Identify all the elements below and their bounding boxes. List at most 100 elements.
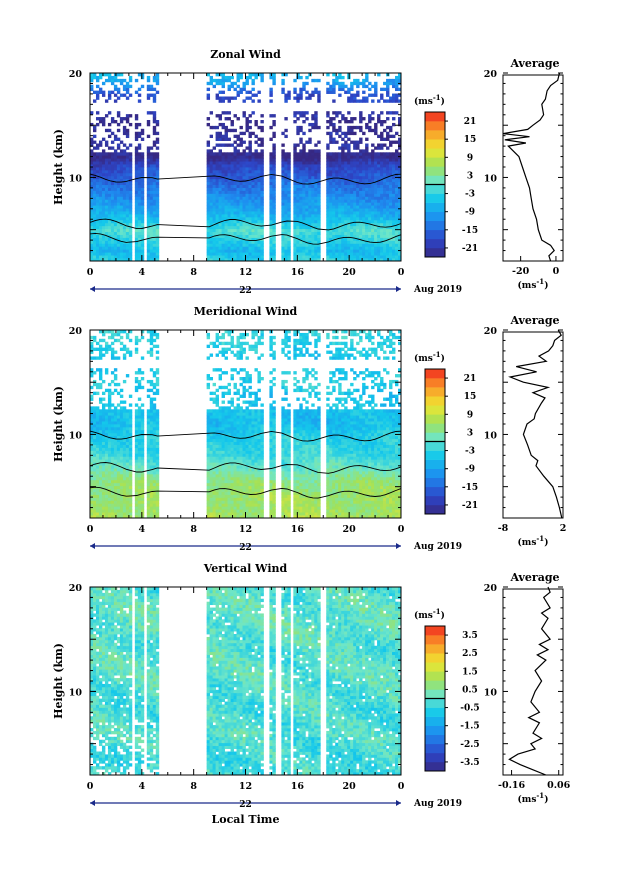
average-x-tick: 0 xyxy=(553,266,560,277)
colorbar-step xyxy=(425,229,445,240)
average-line xyxy=(502,72,561,262)
colorbar-tick-label: 9 xyxy=(467,410,473,420)
x-tick-label: 20 xyxy=(343,524,357,535)
average-unit: (ms-1) xyxy=(518,791,549,805)
colorbar-step xyxy=(425,175,445,185)
colorbar-step xyxy=(425,157,445,167)
colorbar-step xyxy=(425,662,445,672)
colorbar-step xyxy=(425,432,445,442)
colorbar-tick-label: -3 xyxy=(465,190,475,200)
average-title: Average xyxy=(509,57,559,70)
y-axis-label: Height (km) xyxy=(52,643,65,719)
colorbar-step xyxy=(425,635,445,645)
colorbar-step xyxy=(425,689,445,699)
y-tick-label: 10 xyxy=(69,430,83,441)
panel-zonal: Zonal Wind 0 4 8 12 16 20 0 20 10 Height (km) 22 Aug… xyxy=(52,48,564,296)
colorbar-step xyxy=(425,202,445,212)
colorbar-step xyxy=(425,752,445,763)
colorbar-step xyxy=(425,707,445,717)
average-y-tick: 20 xyxy=(484,326,498,337)
average-x-tick: -0.16 xyxy=(498,780,525,791)
y-tick-label: 20 xyxy=(69,583,83,594)
x-tick-label: 16 xyxy=(291,524,305,535)
colorbar-step xyxy=(425,184,445,194)
x-tick-label: 16 xyxy=(291,267,305,278)
colorbar-tick-label: -21 xyxy=(462,244,478,254)
colorbar-step xyxy=(425,477,445,488)
average-profile: Average 20 10 -20 0 (ms-1) xyxy=(484,57,564,291)
average-frame xyxy=(502,74,564,262)
x-axis-label: Local Time xyxy=(212,813,280,826)
colorbar-step xyxy=(425,743,445,754)
colorbar-unit: (ms-1) xyxy=(414,93,445,107)
contour-line xyxy=(89,232,402,245)
average-x-tick: -20 xyxy=(512,266,530,277)
colorbar-step xyxy=(425,378,445,388)
heatmap-cells xyxy=(90,587,402,776)
average-profile: Average 20 10 -8 2 (ms-1) xyxy=(484,314,567,548)
colorbar-unit: (ms-1) xyxy=(414,607,445,621)
panel-title: Vertical Wind xyxy=(203,562,288,575)
x-tick-label: 4 xyxy=(139,267,146,278)
average-title: Average xyxy=(509,571,559,584)
date-suffix: Aug 2019 xyxy=(413,285,462,295)
colorbar-step xyxy=(425,220,445,231)
colorbar-step xyxy=(425,405,445,415)
average-unit: (ms-1) xyxy=(518,534,549,548)
colorbar-step xyxy=(425,238,445,249)
average-x-tick: 0.06 xyxy=(547,780,571,791)
contour-line xyxy=(89,486,402,499)
colorbar-step xyxy=(425,166,445,176)
colorbar-tick-label: -9 xyxy=(465,208,475,218)
colorbar-step xyxy=(425,698,445,708)
contour-line xyxy=(89,218,402,231)
x-tick-label: 4 xyxy=(139,781,146,792)
x-tick-label: 0 xyxy=(87,524,94,535)
x-tick-label: 0 xyxy=(398,781,405,792)
x-tick-label: 20 xyxy=(343,781,357,792)
x-tick-label: 12 xyxy=(239,267,252,278)
x-tick-label: 0 xyxy=(398,524,405,535)
date-label: 22 xyxy=(239,800,252,810)
colorbar-tick-label: -1.5 xyxy=(460,722,479,732)
colorbar-step xyxy=(425,211,445,222)
colorbar-step xyxy=(425,148,445,158)
y-tick-label: 20 xyxy=(69,69,83,80)
y-tick-label: 10 xyxy=(69,687,83,698)
colorbar-tick-label: 21 xyxy=(464,374,477,384)
colorbar-step xyxy=(425,504,445,515)
average-title: Average xyxy=(509,314,559,327)
date-suffix: Aug 2019 xyxy=(413,799,462,809)
average-y-tick: 10 xyxy=(484,687,498,698)
y-tick-label: 20 xyxy=(69,326,83,337)
colorbar-tick-label: 1.5 xyxy=(462,667,478,677)
colorbar-tick-label: -21 xyxy=(462,501,478,511)
colorbar-step xyxy=(425,369,445,379)
x-tick-label: 0 xyxy=(87,267,94,278)
panel-vertical: Vertical Wind 0 4 8 12 16 20 0 20 10 Height (km) 22… xyxy=(52,562,571,826)
colorbar-tick-label: 9 xyxy=(467,153,473,163)
colorbar: 21 15 9 3 -3 -9 -15 -21 (ms-1) xyxy=(414,350,478,515)
colorbar-step xyxy=(425,414,445,424)
date-suffix: Aug 2019 xyxy=(413,542,462,552)
average-x-tick: 2 xyxy=(560,523,567,534)
colorbar-step xyxy=(425,486,445,497)
x-tick-label: 20 xyxy=(343,267,357,278)
x-tick-label: 16 xyxy=(291,781,305,792)
colorbar: 21 15 9 3 -3 -9 -15 -21 (ms-1) xyxy=(414,93,478,258)
average-profile: Average 20 10 -0.16 0.06(ms-1) xyxy=(484,571,571,805)
colorbar-step xyxy=(425,112,445,122)
average-x-tick: -8 xyxy=(498,523,509,534)
colorbar-tick-label: 0.5 xyxy=(462,685,478,695)
colorbar-tick-label: 3 xyxy=(467,428,473,438)
average-y-tick: 10 xyxy=(484,430,498,441)
contour-line xyxy=(89,173,402,185)
average-line xyxy=(508,329,563,519)
heatmap-cells xyxy=(89,330,402,519)
y-axis-label: Height (km) xyxy=(52,129,65,205)
colorbar-step xyxy=(425,716,445,726)
x-tick-label: 8 xyxy=(190,781,197,792)
colorbar-step xyxy=(425,423,445,433)
colorbar-step xyxy=(425,734,445,745)
colorbar-tick-label: -3 xyxy=(465,447,475,457)
